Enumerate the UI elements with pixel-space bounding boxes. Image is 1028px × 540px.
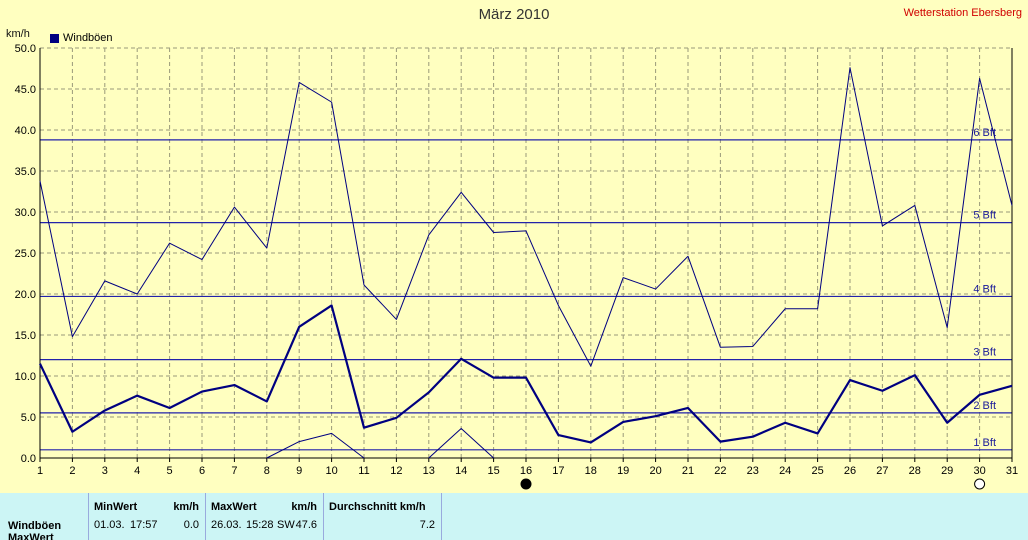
x-tick-label: 9	[296, 465, 302, 477]
y-tick-label: 35.0	[15, 166, 36, 178]
min-unit: km/h	[173, 501, 199, 513]
stats-col-min: MinWert km/h 01.03. 17:57 0.0	[88, 493, 206, 540]
x-tick-label: 19	[617, 465, 629, 477]
y-axis-unit: km/h	[6, 28, 30, 40]
avg-value: 7.2	[419, 519, 435, 531]
x-tick-label: 25	[811, 465, 823, 477]
y-tick-label: 5.0	[21, 412, 36, 424]
x-tick-label: 15	[487, 465, 499, 477]
y-tick-label: 40.0	[15, 125, 36, 137]
beaufort-label: 1 Bft	[973, 437, 996, 449]
y-tick-label: 25.0	[15, 248, 36, 260]
x-tick-label: 7	[231, 465, 237, 477]
y-tick-label: 0.0	[21, 453, 36, 465]
x-tick-label: 28	[909, 465, 921, 477]
x-tick-label: 24	[779, 465, 791, 477]
y-tick-label: 45.0	[15, 84, 36, 96]
stats-col-max: MaxWert km/h 26.03. 15:28 SW 47.6	[205, 493, 324, 540]
x-tick-label: 23	[747, 465, 759, 477]
y-tick-label: 30.0	[15, 207, 36, 219]
beaufort-label: 4 Bft	[973, 283, 996, 295]
beaufort-label: 3 Bft	[973, 347, 996, 359]
x-tick-label: 3	[102, 465, 108, 477]
stats-col-label	[0, 493, 89, 540]
x-tick-label: 8	[264, 465, 270, 477]
x-tick-label: 5	[167, 465, 173, 477]
max-direction: SW	[277, 519, 295, 531]
max-value: 47.6	[295, 519, 317, 531]
x-tick-label: 4	[134, 465, 140, 477]
x-tick-label: 14	[455, 465, 467, 477]
legend-swatch	[50, 33, 59, 43]
x-tick-label: 26	[844, 465, 856, 477]
x-tick-label: 2	[69, 465, 75, 477]
max-time: 15:28	[246, 519, 274, 531]
x-tick-label: 12	[390, 465, 402, 477]
x-tick-label: 16	[520, 465, 532, 477]
x-tick-label: 21	[682, 465, 694, 477]
min-header: MinWert	[94, 501, 138, 513]
stats-panel: Windböen MaxWert MinWert km/h 01.03. 17:…	[0, 493, 1028, 540]
x-tick-label: 6	[199, 465, 205, 477]
stats-row-label: Windböen	[8, 520, 62, 532]
avg-header: Durchschnitt km/h	[329, 501, 426, 513]
station-label: Wetterstation Ebersberg	[903, 7, 1022, 19]
y-tick-label: 50.0	[15, 43, 36, 55]
series-line-min	[266, 432, 365, 459]
min-date: 01.03.	[94, 519, 125, 531]
x-tick-label: 22	[714, 465, 726, 477]
chart-title: März 2010	[478, 6, 550, 23]
x-tick-label: 10	[325, 465, 337, 477]
stats-row-label-2: MaxWert	[8, 532, 54, 540]
x-tick-label: 27	[876, 465, 888, 477]
chart: 1 2 3 4 5 6 7 8 9 10 11 12 13 14 15 16 17 18 19 20 21 22 23 24 2…	[15, 43, 1018, 490]
beaufort-label: 6 Bft	[973, 127, 996, 139]
max-header: MaxWert	[211, 501, 257, 513]
y-tick-label: 15.0	[15, 330, 36, 342]
x-tick-label: 29	[941, 465, 953, 477]
x-tick-label: 17	[552, 465, 564, 477]
x-tick-label: 1	[37, 465, 43, 477]
max-date: 26.03.	[211, 519, 242, 531]
x-tick-label: 18	[585, 465, 597, 477]
max-unit: km/h	[291, 501, 317, 513]
x-tick-label: 20	[649, 465, 661, 477]
new-moon-marker	[974, 478, 986, 490]
stats-col-avg: Durchschnitt km/h 7.2	[323, 493, 442, 540]
x-tick-label: 11	[358, 465, 369, 477]
y-tick-label: 10.0	[15, 371, 36, 383]
x-tick-label: 30	[973, 465, 985, 477]
min-value: 0.0	[183, 519, 199, 531]
legend: Windböen	[50, 32, 113, 44]
x-tick-label: 13	[423, 465, 435, 477]
beaufort-label: 2 Bft	[973, 400, 996, 412]
legend-label: Windböen	[63, 32, 113, 44]
min-time: 17:57	[130, 519, 158, 531]
x-tick-label: 31	[1006, 465, 1018, 477]
full-moon-marker	[520, 478, 532, 490]
beaufort-label: 5 Bft	[973, 210, 996, 222]
y-tick-label: 20.0	[15, 289, 36, 301]
